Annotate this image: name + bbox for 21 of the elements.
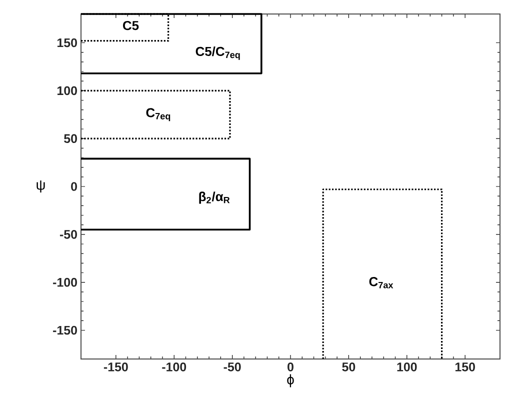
y-tick-label: 0 [71,182,77,191]
x-tick-label: 150 [455,362,475,372]
annotation: C5 [123,20,139,30]
x-tick-label: -150 [104,362,128,372]
x-tick-label: -100 [162,362,186,372]
y-tick-label: 100 [57,86,77,96]
y-tick-label: -50 [60,230,77,239]
y-tick-label: -100 [53,278,77,287]
x-tick-label: 50 [342,362,356,372]
x-tick-label: 0 [288,362,294,372]
y-tick-label: 150 [57,38,77,48]
annotation: β$_{2}$/α$_{R}$ [199,192,230,204]
x-axis-title: ϕ [287,374,294,388]
annotation: C$_{7ax}$ [369,277,394,288]
y-axis-title: ψ [36,180,45,193]
x-tick-label: 100 [397,362,417,372]
annotation: C$_{7eq}$ [146,108,170,122]
y-tick-label: 50 [64,134,77,143]
y-tick-label: -150 [53,326,77,335]
annotation: C5/C$_{7eq}$ [196,46,240,60]
x-tick-label: -50 [224,362,241,372]
